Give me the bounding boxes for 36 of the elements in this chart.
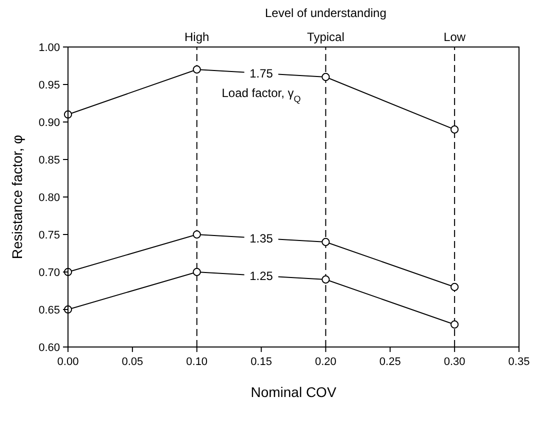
y-tick-label: 0.75 bbox=[38, 230, 60, 242]
x-axis-title: Nominal COV bbox=[250, 384, 337, 400]
y-tick-label: 0.80 bbox=[38, 192, 60, 204]
ref-line-label: Low bbox=[444, 30, 466, 44]
point bbox=[322, 275, 330, 284]
y-tick-label: 0.60 bbox=[38, 342, 60, 354]
series-label: 1.25 bbox=[250, 268, 274, 283]
y-axis-title: Resistance factor, φ bbox=[9, 134, 25, 260]
y-tick-label: 0.95 bbox=[38, 80, 60, 92]
annotation: Load factor, γ$_{Q}$ bbox=[222, 86, 301, 104]
x-tick-label: 0.00 bbox=[57, 356, 79, 368]
y-tick-label: 1.00 bbox=[38, 42, 60, 54]
x-tick-label: 0.15 bbox=[250, 356, 272, 368]
y-tick-label: 0.65 bbox=[38, 304, 60, 316]
point bbox=[450, 125, 459, 134]
x-tick-label: 0.10 bbox=[186, 356, 208, 368]
point bbox=[322, 238, 330, 246]
x-tick-label: 0.25 bbox=[379, 356, 401, 368]
x-tick-label: 0.20 bbox=[315, 356, 336, 368]
series-label: 1.75 bbox=[250, 66, 274, 80]
y-tick-label: 0.90 bbox=[38, 117, 60, 129]
point bbox=[192, 268, 201, 276]
series-label: 1.35 bbox=[250, 231, 274, 246]
ref-line-label: High bbox=[184, 30, 210, 44]
x-tick-label: 0.05 bbox=[122, 356, 144, 368]
x-tick-label: 0.35 bbox=[508, 356, 530, 368]
y-tick-label: 0.85 bbox=[38, 154, 60, 166]
y-tick-label: 0.70 bbox=[38, 267, 60, 279]
point bbox=[192, 65, 201, 74]
point bbox=[192, 230, 201, 239]
point bbox=[322, 72, 330, 82]
point bbox=[450, 282, 459, 292]
x-tick-label: 0.30 bbox=[444, 356, 466, 368]
point bbox=[450, 320, 459, 329]
ref-line-label: Typical bbox=[307, 30, 344, 44]
text: Level of understanding bbox=[264, 6, 386, 20]
